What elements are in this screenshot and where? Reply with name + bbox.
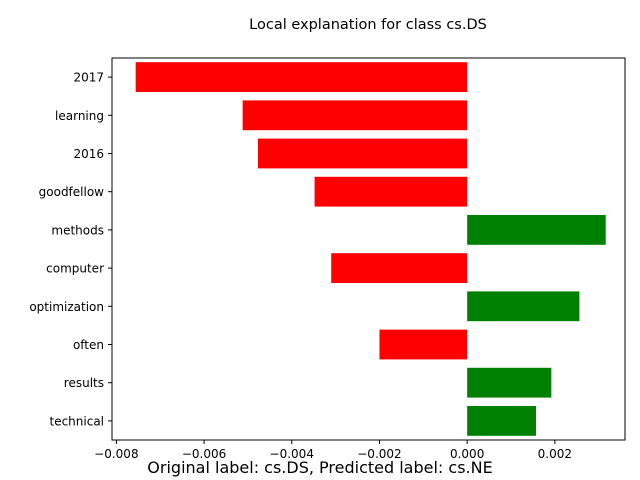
y-tick-label: 2017: [73, 71, 104, 85]
y-axis: 2017 learning 2016 goodfellow methods compute…: [29, 71, 112, 428]
bar-results: [467, 367, 552, 398]
x-tick-label: −0.006: [182, 447, 226, 461]
plot-frame: [111, 57, 626, 441]
bar-2016: [258, 138, 468, 169]
x-tick-label: −0.008: [94, 447, 138, 461]
bar-goodfellow: [314, 176, 468, 207]
y-tick-label: technical: [49, 414, 104, 428]
x-axis: −0.008 −0.006 −0.004 −0.002 0.000 0.002: [94, 440, 572, 461]
bars-group: [135, 62, 606, 436]
bar-learning: [242, 100, 468, 131]
bar-often: [379, 329, 468, 360]
x-tick-label: 0.002: [538, 447, 572, 461]
y-tick-label: learning: [55, 109, 104, 123]
bar-2017: [135, 62, 468, 92]
bar-optimization: [467, 291, 580, 322]
y-tick-label: computer: [46, 262, 104, 276]
x-tick-label: −0.002: [357, 447, 401, 461]
bar-technical: [467, 406, 536, 436]
bar-methods: [467, 215, 606, 245]
y-tick-label: methods: [51, 223, 104, 237]
x-tick-label: 0.000: [450, 447, 484, 461]
x-tick-label: −0.004: [270, 447, 314, 461]
y-tick-label: 2016: [73, 147, 104, 161]
bar-computer: [331, 253, 468, 283]
y-tick-label: results: [64, 376, 104, 390]
y-tick-label: goodfellow: [39, 185, 105, 199]
caption: Original label: cs.DS, Predicted label: …: [147, 458, 493, 477]
chart-title: Local explanation for class cs.DS: [249, 17, 487, 33]
y-tick-label: often: [73, 338, 104, 352]
y-tick-label: optimization: [29, 300, 104, 314]
